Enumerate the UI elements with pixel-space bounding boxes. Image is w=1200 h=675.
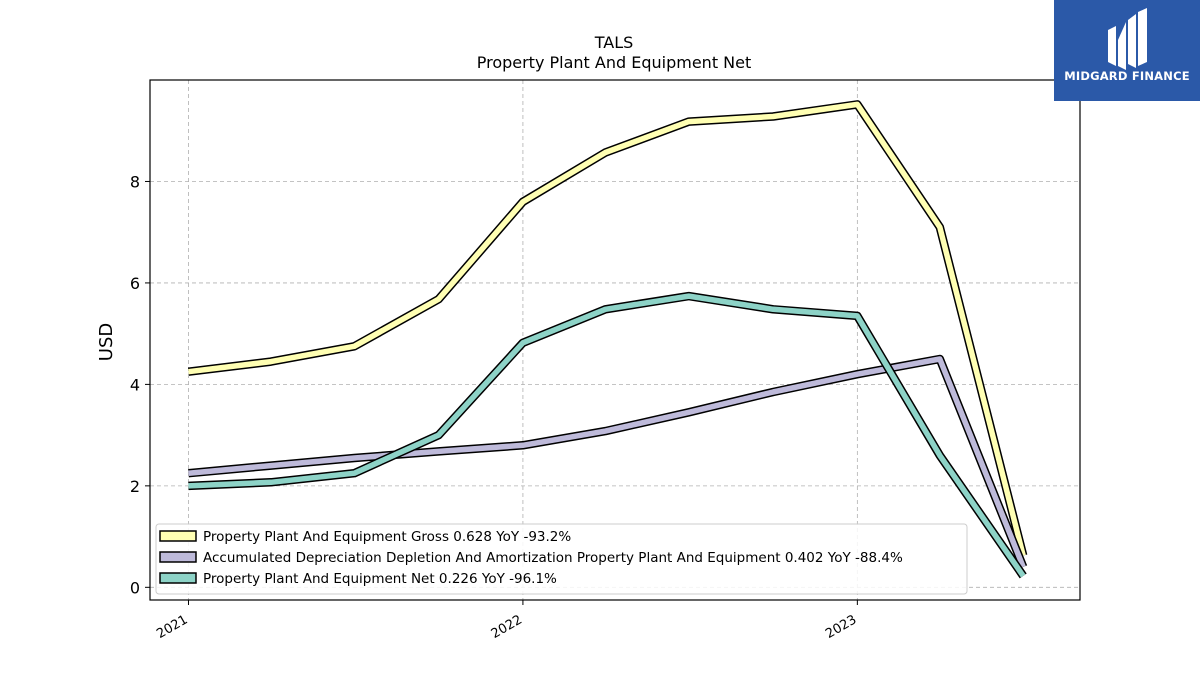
logo-text: MIDGARD FINANCE: [1064, 69, 1190, 83]
x-tick-label: 2023: [823, 612, 859, 642]
y-tick-label: 2: [130, 477, 140, 496]
midgard-finance-logo: MIDGARD FINANCE: [1054, 0, 1200, 101]
y-axis: 0 2 4 6 8: [130, 172, 150, 597]
y-tick-label: 8: [130, 172, 140, 191]
grid-layer: [150, 80, 1080, 600]
legend: Property Plant And Equipment Gross 0.628…: [155, 523, 968, 595]
x-axis: 2021 2022 2023: [154, 600, 859, 642]
chart-subtitle: Property Plant And Equipment Net: [477, 53, 752, 72]
y-tick-label: 4: [130, 375, 140, 394]
legend-label-1: Accumulated Depreciation Depletion And A…: [203, 550, 903, 566]
plot-frame: [149, 79, 1081, 601]
y-tick-label: 6: [130, 274, 140, 293]
series-line-0: [188, 101, 1026, 557]
y-axis-label: USD: [96, 323, 117, 361]
legend-label-2: Property Plant And Equipment Net 0.226 Y…: [203, 571, 557, 587]
logo-mark-icon: [1108, 8, 1147, 70]
chart-title: TALS: [594, 33, 634, 52]
x-tick-label: 2022: [489, 612, 525, 642]
y-tick-label: 0: [130, 578, 140, 597]
legend-swatch-1: [159, 551, 197, 563]
legend-box: [155, 523, 968, 595]
series-layer: [187, 100, 1028, 579]
legend-label-0: Property Plant And Equipment Gross 0.628…: [203, 529, 571, 545]
legend-swatch-0: [159, 530, 197, 542]
legend-swatch-2: [159, 572, 197, 584]
series-line-2: [188, 293, 1026, 578]
series-outline-0: [187, 100, 1028, 557]
x-tick-label: 2021: [154, 612, 190, 642]
